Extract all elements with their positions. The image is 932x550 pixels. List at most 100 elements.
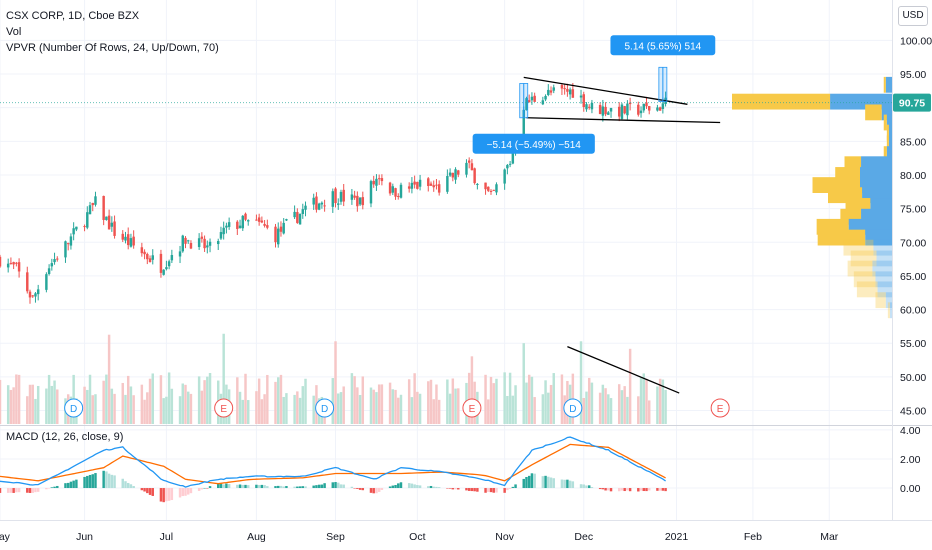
volume-bar (560, 374, 564, 424)
macd-histogram-bar (36, 488, 40, 492)
candle-body (503, 169, 506, 184)
candle-body (282, 222, 285, 234)
candle-body (315, 196, 318, 210)
candle-body (274, 226, 277, 243)
candle-body (69, 236, 73, 246)
volume-bar (107, 334, 111, 424)
candle-body (375, 178, 378, 186)
candle-body (552, 87, 555, 91)
macd-histogram-bar (476, 488, 479, 492)
volume-bar (17, 374, 21, 424)
volume-bar (260, 399, 264, 424)
candle-body (418, 179, 422, 187)
macd-histogram-bar (377, 488, 381, 492)
volume-profile-up-bar (886, 114, 892, 131)
macd-legend[interactable]: MACD (12, 26, close, 9) (6, 431, 124, 443)
volume-bar (380, 384, 384, 424)
candle-body (255, 219, 258, 221)
volume-bar (375, 392, 378, 424)
candle-body (312, 197, 315, 205)
candle-body (219, 232, 223, 239)
macd-tick-label: 4.00 (900, 425, 921, 437)
volume-profile-up-bar (886, 146, 892, 163)
macd-histogram-bar (69, 481, 73, 489)
candle-body (511, 150, 515, 164)
price-tick-label: 60.00 (900, 305, 926, 317)
macd-histogram-bar (105, 471, 108, 489)
volume-bar (337, 393, 340, 424)
currency-button[interactable]: USD (898, 6, 928, 26)
volume-bar (143, 399, 146, 424)
macd-histogram-bar (533, 473, 536, 489)
symbol-legend[interactable]: CSX CORP, 1D, Cboe BZX (6, 10, 140, 22)
macd-histogram-bar (277, 485, 280, 489)
volume-legend[interactable]: Vol (6, 26, 22, 38)
volume-bar (527, 374, 531, 424)
volume-bar (189, 393, 193, 424)
volume-decline-trendline (567, 346, 680, 394)
candle-body (410, 182, 414, 189)
candle-body (266, 225, 269, 228)
volume-bar (642, 373, 645, 424)
macd-histogram-bar (590, 487, 594, 489)
macd-histogram-bar (91, 474, 94, 489)
macd-histogram-bar (339, 484, 343, 489)
candle-body (56, 258, 59, 260)
volume-bar (15, 374, 18, 424)
candle-body (75, 226, 78, 230)
macd-histogram-bar (203, 488, 206, 489)
candle-body (28, 291, 32, 298)
vpvr-legend[interactable]: VPVR (Number Of Rows, 24, Up/Down, 70) (6, 42, 219, 54)
macd-histogram-bar (94, 473, 97, 489)
macd-histogram-bar (64, 483, 67, 489)
candle-body (457, 170, 460, 175)
volume-profile-up-bar (875, 271, 892, 288)
macd-histogram-bar (617, 488, 621, 492)
measure-down-label: −5.14 (−5.49%) −514 (487, 140, 582, 151)
candle-body (399, 184, 403, 198)
volume-profile-down-bar (847, 260, 873, 277)
volume-bar (167, 372, 171, 424)
event-label: D (321, 404, 328, 415)
macd-histogram-bar (525, 476, 528, 489)
volume-bar (372, 389, 375, 424)
candle-body (454, 169, 457, 180)
macd-histogram-bar (511, 486, 515, 489)
macd-histogram-bar (530, 473, 534, 489)
volume-bar (432, 399, 435, 424)
candle-body (162, 269, 165, 275)
candle-body (350, 194, 354, 200)
volume-bar (397, 397, 400, 424)
candle-body (236, 221, 239, 229)
time-tick-label: 2021 (665, 531, 689, 543)
candle-body (159, 253, 163, 273)
candle-body (604, 106, 607, 115)
candle-body (590, 102, 594, 110)
macd-histogram-bar (143, 488, 146, 492)
candle-body (50, 263, 54, 267)
candle-body (626, 103, 629, 116)
macd-histogram-bar (298, 486, 302, 489)
macd-histogram-bar (189, 488, 193, 494)
volume-bar (552, 373, 555, 424)
candle-body (260, 220, 264, 223)
time-axis: May Jun Jul Aug Sep Oct Nov Dec 2021 Feb Mar (0, 531, 839, 543)
macd-histogram-bar (45, 488, 48, 490)
volume-bar (186, 391, 190, 424)
macd-histogram-bar (437, 487, 441, 489)
volume-bar (418, 393, 422, 424)
candle-body (416, 181, 419, 189)
volume-bar (28, 384, 32, 424)
macd-histogram-bar (124, 481, 127, 489)
volume-bar (470, 356, 474, 424)
candle-body (342, 189, 345, 202)
candle-body (356, 195, 359, 207)
measure-down: −5.14 (−5.49%) −514 (472, 83, 595, 154)
volume-bar (451, 378, 455, 424)
candle-body (358, 197, 362, 205)
candle-body (132, 236, 135, 246)
macd-histogram-bar (571, 481, 575, 489)
volume-profile-up-bar (888, 135, 892, 152)
candle-body (216, 241, 220, 245)
